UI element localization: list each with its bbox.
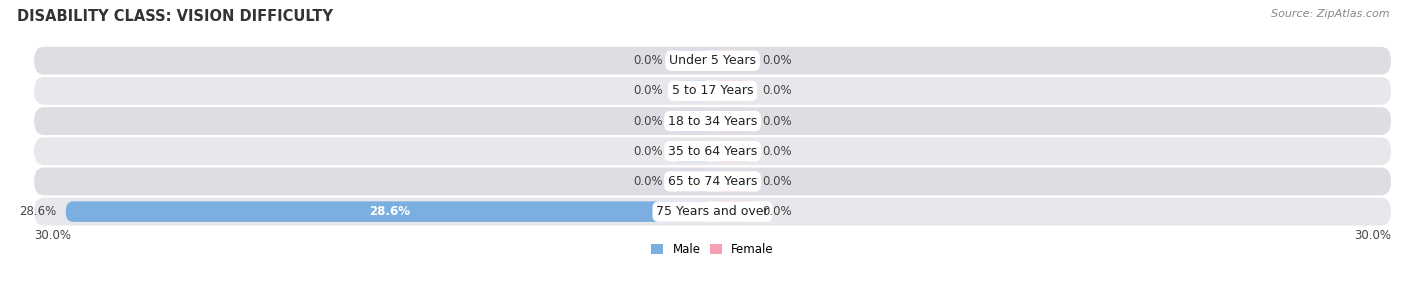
Text: 30.0%: 30.0%	[34, 229, 72, 242]
Text: 0.0%: 0.0%	[762, 205, 792, 218]
FancyBboxPatch shape	[672, 171, 713, 192]
Text: 35 to 64 Years: 35 to 64 Years	[668, 145, 758, 158]
FancyBboxPatch shape	[713, 111, 754, 131]
Text: 0.0%: 0.0%	[762, 175, 792, 188]
Text: 0.0%: 0.0%	[762, 84, 792, 97]
FancyBboxPatch shape	[713, 141, 754, 162]
Text: 0.0%: 0.0%	[633, 84, 662, 97]
FancyBboxPatch shape	[34, 198, 1391, 226]
Text: DISABILITY CLASS: VISION DIFFICULTY: DISABILITY CLASS: VISION DIFFICULTY	[17, 9, 333, 24]
Text: 30.0%: 30.0%	[1354, 229, 1391, 242]
Text: 18 to 34 Years: 18 to 34 Years	[668, 114, 758, 128]
FancyBboxPatch shape	[672, 80, 713, 101]
FancyBboxPatch shape	[34, 168, 1391, 195]
FancyBboxPatch shape	[34, 77, 1391, 105]
FancyBboxPatch shape	[713, 171, 754, 192]
FancyBboxPatch shape	[34, 137, 1391, 165]
FancyBboxPatch shape	[66, 201, 713, 222]
FancyBboxPatch shape	[672, 141, 713, 162]
Text: Source: ZipAtlas.com: Source: ZipAtlas.com	[1271, 9, 1389, 19]
FancyBboxPatch shape	[713, 50, 754, 71]
Text: Under 5 Years: Under 5 Years	[669, 54, 756, 67]
Text: 0.0%: 0.0%	[633, 114, 662, 128]
Text: 0.0%: 0.0%	[762, 54, 792, 67]
FancyBboxPatch shape	[713, 201, 754, 222]
FancyBboxPatch shape	[672, 111, 713, 131]
Text: 0.0%: 0.0%	[633, 175, 662, 188]
Text: 75 Years and over: 75 Years and over	[657, 205, 769, 218]
FancyBboxPatch shape	[672, 50, 713, 71]
FancyBboxPatch shape	[713, 80, 754, 101]
Text: 5 to 17 Years: 5 to 17 Years	[672, 84, 754, 97]
Text: 0.0%: 0.0%	[633, 145, 662, 158]
Legend: Male, Female: Male, Female	[647, 238, 779, 261]
Text: 0.0%: 0.0%	[762, 114, 792, 128]
Text: 28.6%: 28.6%	[368, 205, 409, 218]
FancyBboxPatch shape	[34, 47, 1391, 75]
Text: 0.0%: 0.0%	[633, 54, 662, 67]
Text: 65 to 74 Years: 65 to 74 Years	[668, 175, 758, 188]
Text: 28.6%: 28.6%	[20, 205, 56, 218]
FancyBboxPatch shape	[34, 107, 1391, 135]
Text: 0.0%: 0.0%	[762, 145, 792, 158]
